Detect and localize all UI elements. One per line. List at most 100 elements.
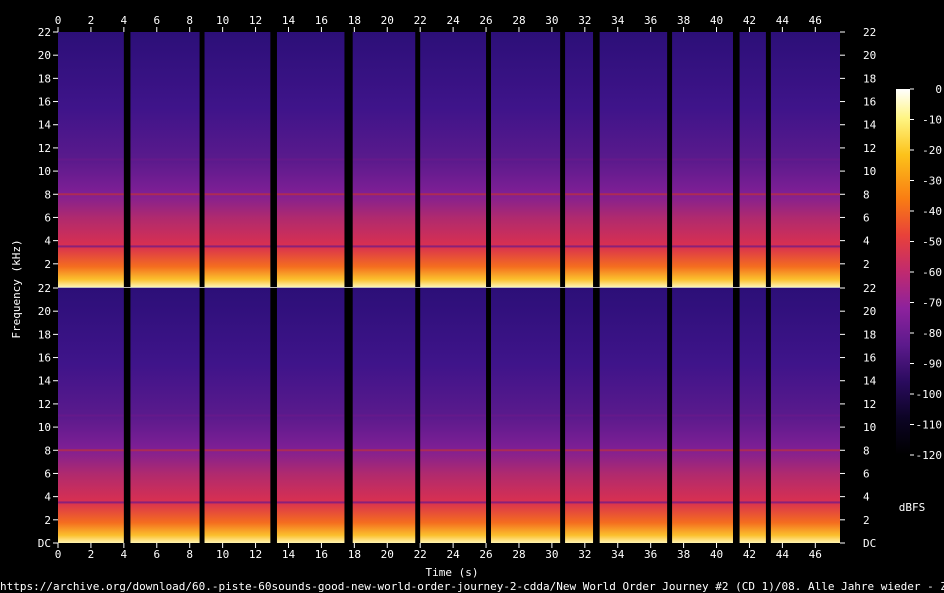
silent-gap [344, 32, 353, 287]
x-tick-label: 10 [216, 548, 229, 561]
x-tick-label: 36 [644, 548, 657, 561]
y-tick-label: 18 [863, 72, 876, 85]
x-tick-label: 16 [315, 14, 328, 27]
y-tick-label: 6 [44, 211, 51, 224]
x-tick-label: 40 [710, 548, 723, 561]
y-tick-label: 4 [44, 235, 51, 248]
y-axis-left: 2 4 6 8 10 12 14 16 18 20 22 DC 2 4 6 8 10 12 14 16 18 20 22 [38, 26, 58, 550]
y-tick-label: 14 [863, 119, 877, 132]
x-tick-label: 26 [479, 548, 492, 561]
silent-gap [486, 32, 491, 287]
y-tick-label: DC [863, 537, 876, 550]
y-tick-label: 4 [863, 491, 870, 504]
x-tick-label: 4 [121, 14, 128, 27]
y-tick-label: 2 [863, 514, 870, 527]
colorbar-tick-label: -80 [922, 327, 942, 340]
x-tick-label: 34 [611, 14, 625, 27]
colorbar-tick-label: -90 [922, 358, 942, 371]
y-tick-label: 20 [863, 49, 876, 62]
y-tick-label: 12 [38, 142, 51, 155]
silent-gap [415, 32, 421, 287]
silent-gap [199, 32, 205, 287]
colorbar-tick-label: -30 [922, 175, 942, 188]
y-tick-label: 6 [44, 467, 51, 480]
y-tick-label: 16 [38, 96, 51, 109]
x-tick-label: 22 [414, 548, 427, 561]
y-tick-label: 22 [863, 282, 876, 295]
y-tick-label: 10 [38, 165, 51, 178]
silent-gap [732, 288, 740, 543]
x-tick-label: 28 [512, 548, 525, 561]
x-axis-bottom: 0 2 4 6 8 10 12 14 16 18 20 22 24 26 28 30 32 34 36 38 40 42 4… [55, 543, 822, 561]
y-tick-label: 16 [863, 352, 876, 365]
x-tick-label: 16 [315, 548, 328, 561]
y-tick-label: 18 [863, 328, 876, 341]
x-tick-label: 24 [446, 14, 460, 27]
x-tick-label: 2 [88, 548, 95, 561]
silent-gap [344, 288, 353, 543]
x-tick-label: 32 [578, 14, 591, 27]
y-tick-label: 22 [38, 26, 51, 39]
x-tick-label: 8 [186, 14, 193, 27]
x-tick-label: 22 [414, 14, 427, 27]
x-tick-label: 20 [381, 548, 394, 561]
colorbar-tick-label: -110 [916, 419, 943, 432]
y-axis-label: Frequency (kHz) [10, 239, 23, 338]
y-tick-label: 16 [38, 352, 51, 365]
y-tick-label: 12 [38, 398, 51, 411]
y-tick-label: 16 [863, 96, 876, 109]
x-tick-label: 38 [677, 548, 690, 561]
y-tick-label: 10 [863, 165, 876, 178]
y-tick-label: DC [38, 537, 51, 550]
x-tick-label: 30 [545, 548, 558, 561]
y-tick-label: 8 [863, 444, 870, 457]
x-tick-label: 46 [809, 548, 822, 561]
x-tick-label: 28 [512, 14, 525, 27]
y-tick-label: 12 [863, 142, 876, 155]
silent-gap [415, 288, 421, 543]
x-tick-label: 46 [809, 14, 822, 27]
silent-gap [199, 288, 205, 543]
y-tick-label: 18 [38, 328, 51, 341]
colorbar-tick-label: -70 [922, 297, 942, 310]
colorbar-label: dBFS [899, 501, 926, 514]
colorbar [896, 89, 910, 455]
y-tick-label: 8 [863, 188, 870, 201]
y-tick-label: 22 [863, 26, 876, 39]
colorbar-tick-label: -50 [922, 236, 942, 249]
band-edge [58, 245, 840, 248]
band-edge [58, 449, 840, 452]
silent-gap [560, 288, 566, 543]
y-tick-label: 10 [38, 421, 51, 434]
y-tick-label: 4 [863, 235, 870, 248]
x-tick-label: 18 [348, 548, 361, 561]
x-tick-label: 18 [348, 14, 361, 27]
silent-gap [732, 32, 740, 287]
colorbar-tick-label: -60 [922, 266, 942, 279]
x-tick-label: 42 [743, 14, 756, 27]
x-tick-label: 44 [776, 14, 790, 27]
x-axis-top: 0 2 4 6 8 10 12 14 16 18 20 22 24 26 28 30 32 34 36 38 40 42 4… [55, 14, 822, 32]
y-tick-label: 2 [863, 258, 870, 271]
silent-gap [765, 32, 771, 287]
silent-gap [123, 288, 131, 543]
y-tick-label: 14 [38, 375, 52, 388]
x-tick-label: 32 [578, 548, 591, 561]
x-tick-label: 8 [186, 548, 193, 561]
x-tick-label: 36 [644, 14, 657, 27]
y-tick-label: 8 [44, 444, 51, 457]
spectrogram-panels [58, 32, 840, 543]
colorbar-tick-label: -100 [916, 388, 943, 401]
y-tick-label: 12 [863, 398, 876, 411]
x-tick-label: 30 [545, 14, 558, 27]
y-tick-label: 14 [863, 375, 877, 388]
x-tick-label: 24 [446, 548, 460, 561]
y-tick-label: 8 [44, 188, 51, 201]
colorbar-tick-label: -120 [916, 449, 943, 462]
x-tick-label: 38 [677, 14, 690, 27]
x-tick-label: 34 [611, 548, 625, 561]
silent-gap [270, 32, 277, 287]
silent-gap [123, 32, 131, 287]
x-tick-label: 44 [776, 548, 790, 561]
source-path: https://archive.org/download/60.-piste-6… [0, 580, 944, 593]
